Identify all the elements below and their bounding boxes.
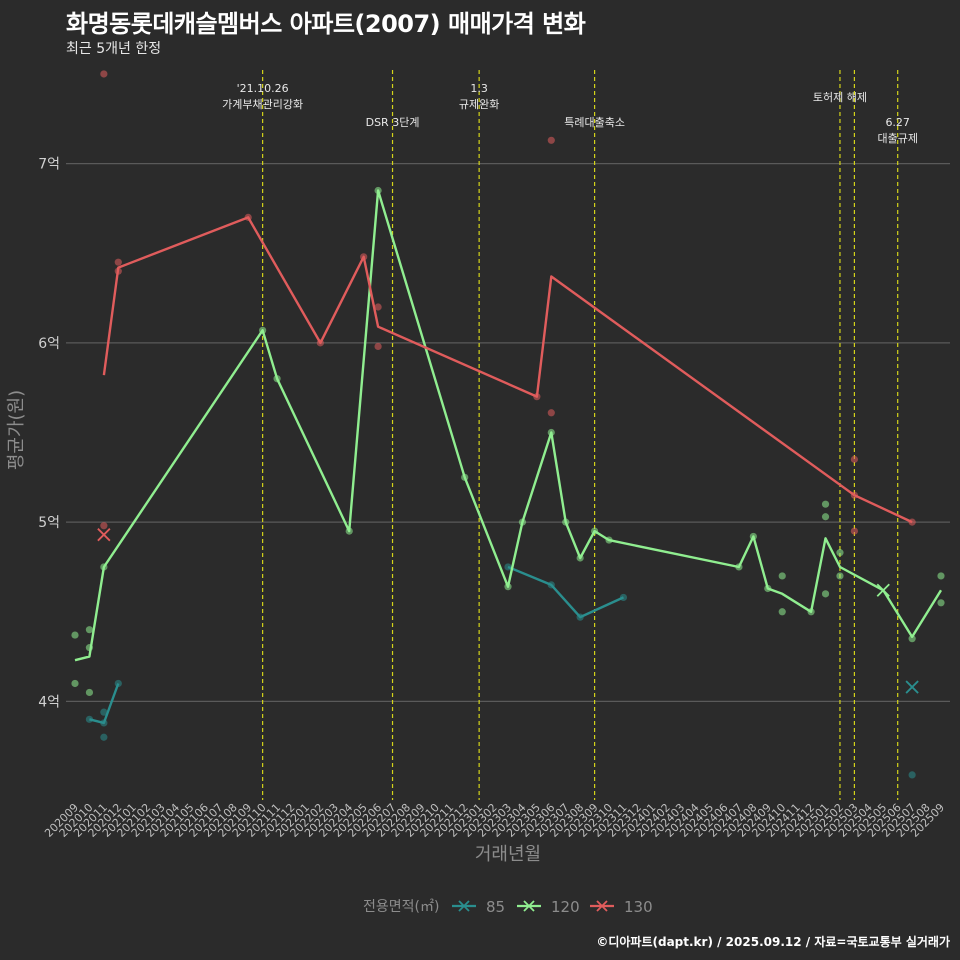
data-point	[547, 409, 555, 417]
legend-key-cross	[596, 900, 608, 912]
data-point	[547, 136, 555, 144]
series-85	[85, 563, 919, 779]
data-point	[937, 572, 945, 580]
data-point	[100, 70, 108, 78]
data-point	[100, 522, 108, 530]
legend-label: 85	[486, 898, 505, 916]
legend-label: 120	[551, 898, 580, 916]
data-point	[100, 708, 108, 716]
series-130	[97, 70, 916, 542]
event-label: 규제완화	[459, 98, 499, 111]
event-label: 6.27	[885, 116, 910, 129]
legend-key-cross	[458, 900, 470, 912]
data-point	[71, 631, 79, 639]
event-label: 가계부채관리강화	[222, 98, 303, 111]
trend-line	[102, 216, 913, 524]
data-point	[908, 635, 916, 643]
data-point	[908, 771, 916, 779]
source-credit: ©디아파트(dapt.kr) / 2025.09.12 / 자료=국토교통부 실…	[596, 935, 950, 949]
y-tick-label: 7억	[38, 157, 60, 173]
data-point	[374, 342, 382, 351]
data-point	[850, 527, 859, 535]
event-label: 대출규제	[877, 132, 917, 145]
data-point	[937, 599, 945, 607]
latest-marker	[97, 528, 111, 542]
page-title: 화명동롯데캐슬멤버스 아파트(2007) 매매가격 변화	[66, 10, 586, 38]
legend-label: 130	[624, 898, 653, 916]
legend-key-cross	[523, 900, 535, 912]
data-point	[821, 513, 830, 521]
data-point	[71, 679, 79, 688]
latest-marker	[876, 583, 890, 597]
data-point	[374, 303, 382, 311]
legend: 전용면적(㎡) 85 120 130	[363, 898, 653, 916]
data-point	[85, 626, 94, 634]
trend-line	[507, 565, 624, 619]
y-tick-label: 6억	[38, 336, 60, 352]
y-axis-title: 평균가(원)	[6, 390, 27, 470]
data-point	[821, 590, 830, 598]
y-tick-label: 5억	[38, 515, 60, 531]
x-axis-title: 거래년월	[475, 844, 541, 865]
data-point	[850, 455, 859, 463]
data-point	[836, 549, 844, 557]
trend-line	[74, 189, 943, 662]
y-axis: 4억 5억 6억 7억	[38, 157, 60, 711]
data-point	[836, 572, 844, 580]
event-label: 특례대출축소	[564, 116, 625, 129]
latest-marker	[905, 680, 919, 694]
event-label: DSR 3단계	[366, 116, 420, 129]
legend-title: 전용면적(㎡)	[363, 899, 439, 915]
page-subtitle: 최근 5개년 한정	[66, 41, 162, 57]
data-point	[778, 608, 786, 616]
data-point	[114, 258, 122, 266]
data-point	[85, 688, 94, 697]
event-label: 1.3	[470, 82, 488, 95]
series-120	[71, 186, 945, 697]
y-tick-label: 4억	[38, 694, 60, 710]
event-label: '21.10.26	[237, 82, 289, 95]
series-layer	[71, 70, 945, 779]
trend-line	[89, 683, 120, 725]
data-point	[778, 572, 786, 580]
data-point	[821, 500, 830, 508]
grid-lines	[66, 162, 950, 703]
x-axis: 2020092020102020112020122021012021022021…	[42, 801, 947, 840]
data-point	[100, 733, 108, 741]
event-label: 토허제 해제	[813, 90, 867, 104]
